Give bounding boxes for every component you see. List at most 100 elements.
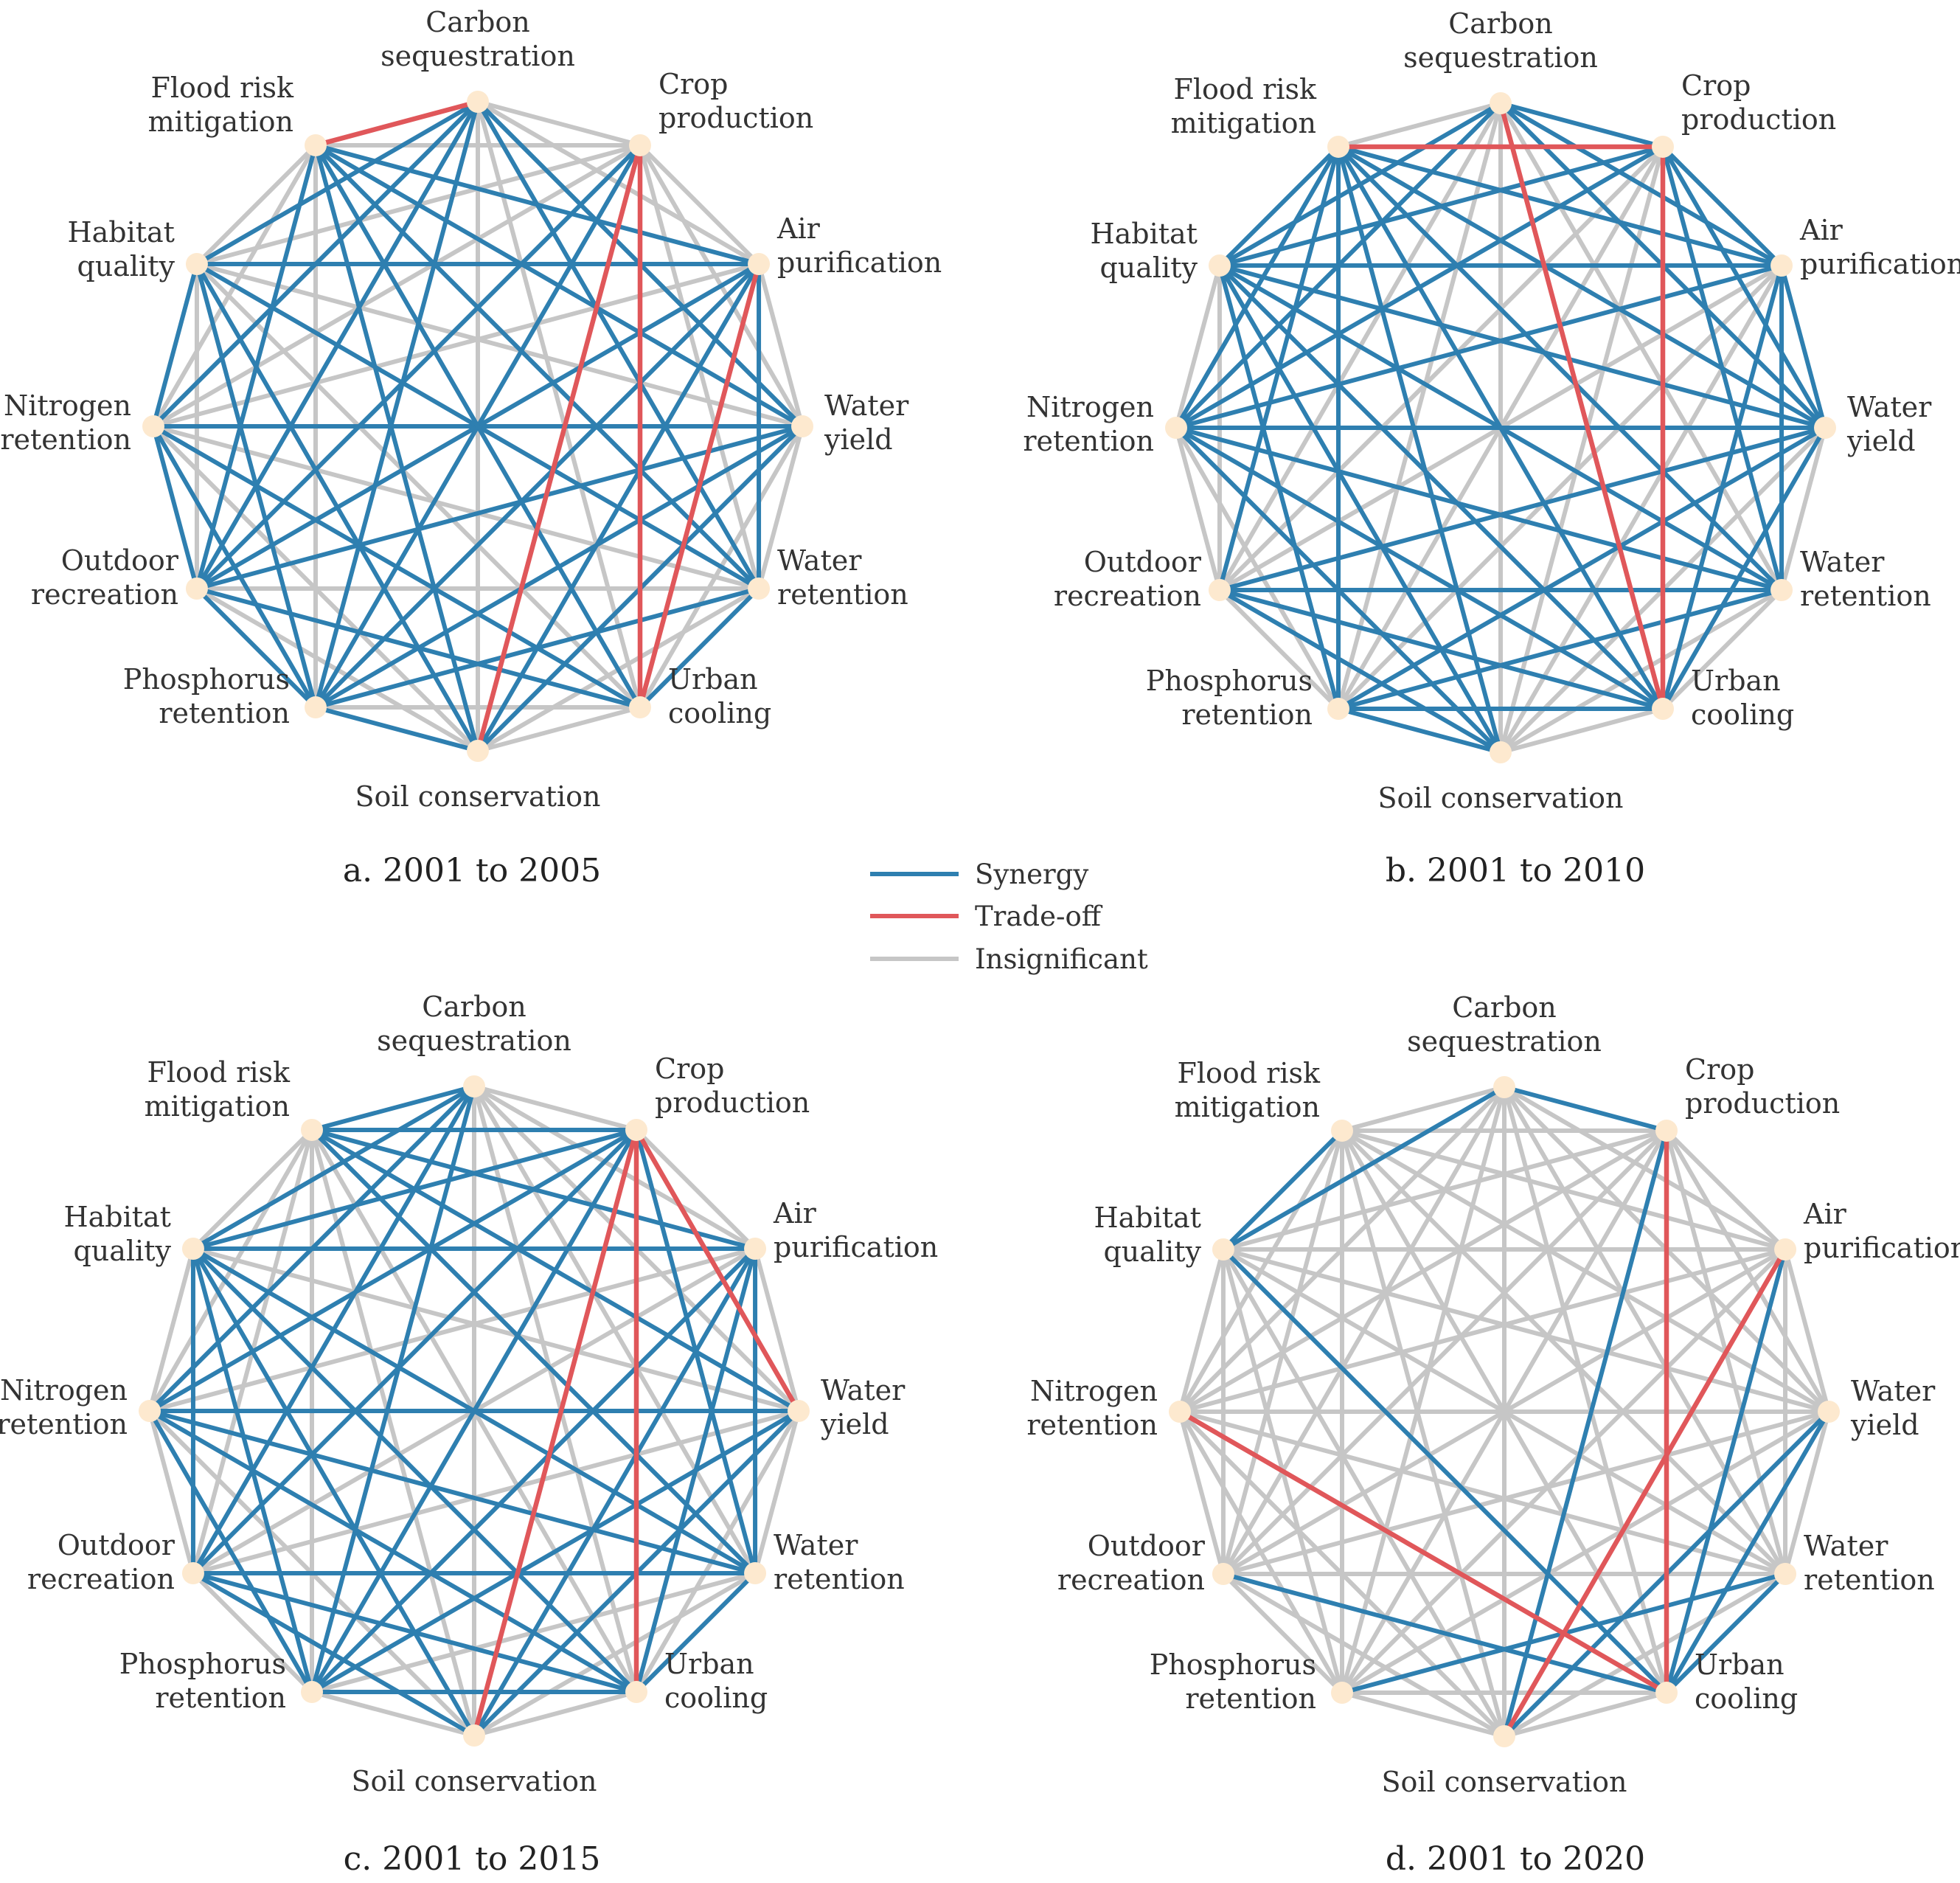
panel-d-label-line: Water	[1851, 1375, 1936, 1407]
panel-c-label-line: production	[655, 1086, 810, 1119]
panel-c-label-line: recreation	[27, 1563, 175, 1595]
panel-b-label-line: Flood risk	[1173, 73, 1316, 105]
panel-b-label-line: Crop	[1681, 69, 1751, 102]
panel-a-node-soil-conservation	[467, 740, 489, 762]
panel-b-edge-insignificant-phosphorus-retention-to-nitrogen-retention	[1174, 426, 1341, 712]
panel-c-edges	[147, 1084, 802, 1738]
panel-c-edge-insignificant-habitat-quality-to-flood-risk-mitigation	[190, 1127, 314, 1251]
panel-d-label-phosphorus-retention: Phosphorus retention	[1150, 1648, 1316, 1715]
panel-b-edge-synergy-water-retention-to-nitrogen-retention	[1174, 426, 1784, 592]
panel-a-node-phosphorus-retention	[305, 696, 327, 719]
panel-b-node-nitrogen-retention	[1165, 417, 1187, 439]
panel-b-edge-insignificant-water-yield-to-water-retention	[1779, 426, 1827, 592]
panel-a: Carbon sequestration Crop production Air puri…	[0, 6, 942, 890]
panel-a-label-line: Carbon	[425, 6, 530, 38]
panel-b-edge-synergy-soil-conservation-to-outdoor-recreation	[1217, 588, 1503, 755]
panel-a-label-line: purification	[777, 246, 942, 279]
panel-c-edge-insignificant-water-yield-to-habitat-quality	[190, 1246, 801, 1413]
panel-c-label-water-retention: Water retention	[774, 1529, 905, 1595]
panel-a-label-nitrogen-retention: Nitrogen retention	[0, 389, 131, 456]
panel-b-label-line: Carbon	[1448, 7, 1553, 40]
panel-d-label-line: Air	[1803, 1198, 1847, 1230]
panel-b-edge-synergy-urban-cooling-to-flood-risk-mitigation	[1336, 144, 1665, 712]
panel-d-label-line: recreation	[1057, 1564, 1205, 1596]
panel-d-node-nitrogen-retention	[1169, 1401, 1191, 1423]
panel-c-label-line: Habitat	[63, 1201, 170, 1233]
panel-b-edge-synergy-water-yield-to-habitat-quality	[1217, 263, 1827, 430]
panel-c-node-outdoor-recreation	[181, 1562, 204, 1584]
panel-c-label-line: Soil conservation	[352, 1765, 597, 1797]
panel-b-edge-synergy-crop-production-to-air-purification	[1661, 144, 1784, 268]
panel-c-label-line: Phosphorus	[119, 1648, 286, 1680]
legend-insignificant-label: Insignificant	[975, 943, 1148, 975]
panel-a-edge-synergy-air-purification-to-phosphorus-retention	[313, 262, 762, 710]
panel-d-label-line: Flood risk	[1177, 1057, 1320, 1089]
panel-d-edge-insignificant-carbon-sequestration-to-phosphorus-retention	[1340, 1085, 1507, 1696]
panel-b: Carbon sequestration Crop production Air puri…	[1023, 7, 1960, 890]
panel-b-edge-insignificant-carbon-sequestration-to-flood-risk-mitigation	[1336, 101, 1503, 149]
panel-d-label-line: retention	[1026, 1409, 1158, 1441]
panel-a-edge-synergy-water-yield-to-outdoor-recreation	[194, 424, 804, 591]
panel-c-label-crop-production: Crop production	[655, 1053, 810, 1119]
panel-c-edge-insignificant-water-yield-to-water-retention	[753, 1409, 801, 1575]
panel-a-label-line: Urban	[668, 663, 758, 696]
panel-b-edge-synergy-soil-conservation-to-flood-risk-mitigation	[1336, 144, 1503, 755]
panel-a-edge-insignificant-air-purification-to-water-yield	[757, 262, 804, 429]
panel-d-label-line: Crop	[1685, 1053, 1754, 1086]
panel-b-label-crop-production: Crop production	[1681, 69, 1836, 136]
panel-d-label-line: Nitrogen	[1030, 1375, 1158, 1407]
panel-a-label-air-purification: Air purification	[776, 212, 942, 279]
panel-a-label-line: Nitrogen	[4, 389, 131, 422]
legend: Synergy Trade-off Insignificant	[870, 859, 1148, 975]
panel-a-edge-tradeoff-carbon-sequestration-to-flood-risk-mitigation	[313, 99, 481, 148]
panel-c-label-line: Outdoor	[58, 1529, 176, 1561]
panel-c-edge-insignificant-carbon-sequestration-to-crop-production	[472, 1084, 639, 1132]
panel-a-label-water-yield: Water yield	[824, 389, 909, 456]
panel-a-label-line: cooling	[668, 697, 771, 729]
panel-c-node-flood-risk-mitigation	[301, 1118, 323, 1141]
panel-b-edge-synergy-water-retention-to-flood-risk-mitigation	[1336, 144, 1784, 592]
panel-b-edge-synergy-carbon-sequestration-to-crop-production	[1498, 101, 1665, 149]
panel-c-label-phosphorus-retention: Phosphorus retention	[119, 1648, 286, 1714]
panel-b-label-line: Nitrogen	[1026, 391, 1154, 423]
panel-d-label-water-retention: Water retention	[1804, 1530, 1935, 1596]
panel-c-node-water-retention	[744, 1562, 767, 1584]
panel-a-label-line: sequestration	[380, 40, 575, 72]
panel-b-node-urban-cooling	[1652, 698, 1674, 721]
panel-a-label-line: production	[658, 102, 813, 134]
panel-d-label-line: sequestration	[1407, 1025, 1602, 1058]
panel-c-node-phosphorus-retention	[301, 1681, 323, 1704]
panel-c-edge-synergy-crop-production-to-nitrogen-retention	[147, 1127, 639, 1413]
panel-c-label-line: yield	[820, 1408, 889, 1440]
panel-a-label-line: Soil conservation	[355, 780, 601, 813]
panel-c-edge-synergy-carbon-sequestration-to-phosphorus-retention	[310, 1084, 476, 1695]
panel-a-edge-insignificant-water-retention-to-nitrogen-retention	[151, 424, 762, 591]
panel-a-label-flood-risk-mitigation: Flood risk mitigation	[148, 72, 294, 138]
panel-c-label-line: retention	[0, 1408, 128, 1440]
panel-a-edge-synergy-urban-cooling-to-flood-risk-mitigation	[313, 142, 642, 710]
panel-b-node-flood-risk-mitigation	[1327, 135, 1349, 158]
panel-b-nodes	[1165, 92, 1836, 763]
panel-c-edge-insignificant-nitrogen-retention-to-habitat-quality	[147, 1246, 195, 1413]
panel-d-nodes	[1169, 1076, 1840, 1747]
panel-d-label-water-yield: Water yield	[1850, 1375, 1936, 1441]
panel-d-edge-tradeoff-air-purification-to-soil-conservation	[1501, 1246, 1788, 1739]
panel-d-edge-insignificant-water-retention-to-flood-risk-mitigation	[1340, 1128, 1788, 1576]
panel-d-edge-insignificant-air-purification-to-water-yield	[1783, 1247, 1831, 1414]
panel-d-edge-insignificant-water-retention-to-nitrogen-retention	[1178, 1409, 1788, 1576]
panel-c-node-carbon-sequestration	[463, 1075, 485, 1097]
panel-d-edge-insignificant-soil-conservation-to-habitat-quality	[1220, 1247, 1507, 1738]
panel-a-label-habitat-quality: Habitat quality	[67, 216, 175, 282]
panel-a-label-line: recreation	[31, 578, 178, 611]
panel-d-node-habitat-quality	[1212, 1238, 1234, 1260]
panel-c-label-line: Water	[821, 1374, 906, 1407]
panel-a-label-line: yield	[824, 423, 893, 456]
panel-c-node-urban-cooling	[625, 1681, 647, 1704]
panel-b-edge-insignificant-water-retention-to-urban-cooling	[1661, 588, 1784, 712]
panel-b-edge-synergy-urban-cooling-to-habitat-quality	[1217, 263, 1665, 712]
panel-b-edge-synergy-soil-conservation-to-phosphorus-retention	[1336, 707, 1503, 755]
panel-d-node-air-purification	[1774, 1238, 1797, 1260]
panel-c-label-outdoor-recreation: Outdoor recreation	[27, 1529, 176, 1595]
panel-b-edge-synergy-air-purification-to-flood-risk-mitigation	[1336, 144, 1784, 268]
panel-c-node-soil-conservation	[463, 1724, 485, 1747]
